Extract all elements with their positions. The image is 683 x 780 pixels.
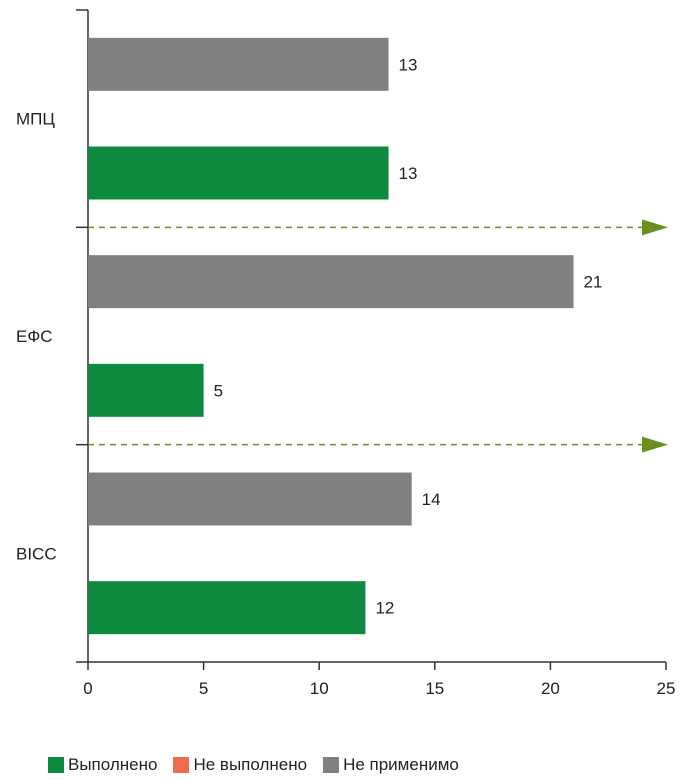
x-tick-label-4: 20 (541, 679, 560, 698)
legend-label-na: Не применимо (343, 755, 459, 774)
legend-item-done: Выполнено (48, 755, 157, 775)
category-label-2: BICC (16, 544, 57, 563)
legend-item-not-done: Не выполнено (173, 755, 307, 775)
legend-swatch-not-done (173, 757, 190, 773)
bar-2-0 (88, 472, 412, 526)
x-tick-label-0: 0 (83, 679, 92, 698)
legend-item-na: Не применимо (323, 755, 459, 775)
category-label-0: МПЦ (16, 110, 55, 129)
bar-label-0-0: 13 (399, 55, 418, 74)
x-tick-label-3: 15 (425, 679, 444, 698)
bar-label-1-1: 5 (214, 381, 223, 400)
bar-1-0 (88, 255, 574, 309)
bar-label-1-0: 21 (584, 273, 603, 292)
x-tick-label-1: 5 (199, 679, 208, 698)
legend-swatch-done (48, 757, 64, 773)
legend-label-not-done: Не выполнено (193, 755, 308, 774)
legend-label-done: Выполнено (68, 755, 158, 774)
x-tick-label-2: 10 (310, 679, 329, 698)
category-label-1: ЕФС (16, 327, 53, 346)
bar-1-1 (88, 363, 204, 417)
bar-label-0-1: 13 (399, 164, 418, 183)
legend-swatch-na (323, 757, 340, 773)
group-separator-arrow (642, 219, 668, 236)
x-tick-label-5: 25 (657, 679, 676, 698)
bar-label-2-0: 14 (422, 490, 441, 509)
bar-2-1 (88, 581, 366, 635)
bar-chart: 0 5 10 15 20 25 МПЦ 13 13 ЕФС 21 5 BICC 14 12 (16, 9, 676, 698)
bar-0-0 (88, 37, 389, 91)
group-separator-arrow (642, 436, 668, 453)
bar-label-2-1: 12 (375, 599, 394, 618)
legend: Выполнено Не выполнено Не применимо (48, 754, 459, 776)
bar-0-1 (88, 146, 389, 200)
